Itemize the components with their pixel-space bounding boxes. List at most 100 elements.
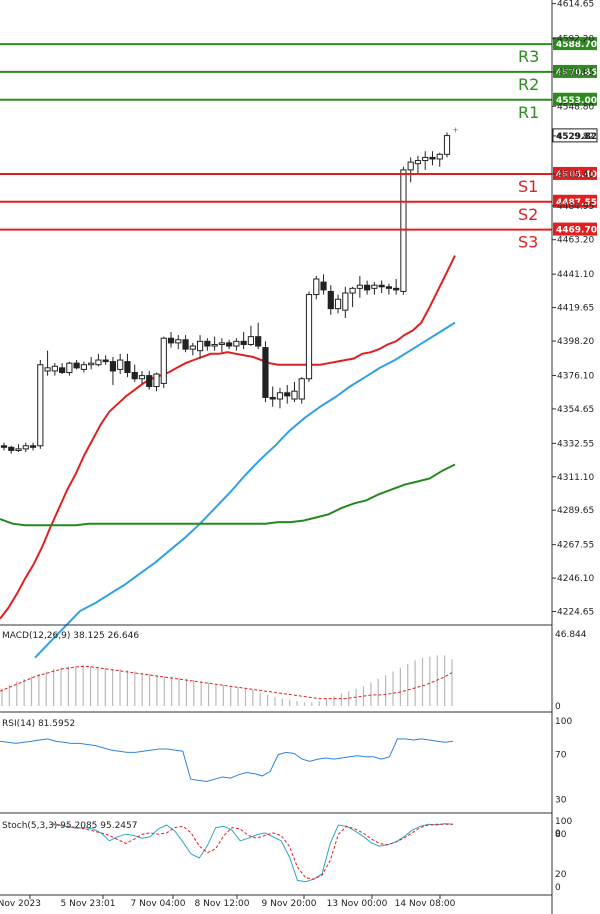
price-tick-label: 4267.55 — [557, 541, 594, 551]
level-name: R1 — [518, 103, 539, 122]
candle-body-down — [167, 337, 175, 344]
candle-body-down — [204, 340, 211, 347]
candle-body-up — [422, 156, 429, 162]
candle — [334, 294, 342, 314]
macd-label: MACD(12,26,9) 38.125 26.646 — [2, 631, 139, 641]
rsi-label: RSI(14) 81.5952 — [2, 719, 75, 729]
candle — [262, 341, 269, 403]
candle-body-up — [218, 342, 225, 345]
candle — [305, 291, 313, 382]
candle-body-up — [247, 336, 255, 345]
candle-body-down — [393, 287, 400, 291]
price-tick-label: 4246.10 — [557, 574, 594, 584]
stoch-tick-label: 100 — [555, 817, 572, 827]
level-name: R3 — [518, 47, 539, 66]
price-tick-label: 4484.95 — [557, 202, 594, 212]
candle-body-up — [95, 359, 102, 366]
candle-body-up — [342, 292, 349, 311]
candle-body-down — [182, 339, 189, 350]
price-tick-label: 4376.10 — [557, 371, 594, 381]
candle-body-up — [305, 294, 313, 380]
candle-body-down — [327, 290, 334, 310]
time-tick-label: 7 Nov 04:00 — [131, 899, 186, 909]
candle — [226, 339, 233, 350]
candle — [37, 360, 44, 449]
candle-body-down — [378, 284, 385, 288]
candle-body-down — [269, 396, 276, 400]
candle — [88, 356, 95, 370]
level-name: S2 — [518, 205, 538, 224]
price-tick-label: 4592.20 — [557, 35, 594, 45]
candle — [66, 361, 73, 376]
level-price-label: 4505.40 — [556, 170, 597, 180]
level-r2: R2 4570.85 — [0, 64, 597, 94]
candle — [175, 335, 182, 350]
candle — [167, 331, 175, 348]
level-price-tag — [553, 92, 597, 106]
price-tick-label: 4289.65 — [557, 506, 594, 516]
candle — [58, 363, 66, 375]
candle — [124, 353, 131, 378]
candle — [407, 157, 414, 183]
candle — [429, 151, 436, 166]
level-name: S1 — [518, 177, 538, 196]
price-axis: 4614.65 4592.20 4570.85 4548.80 4529.82 4505.… — [552, 0, 594, 618]
time-tick-label: 5 Nov 23:01 — [61, 899, 116, 909]
time-tick-label: 2 Nov 2023 — [0, 899, 41, 909]
candle-body-up — [356, 284, 363, 289]
candle — [284, 384, 291, 404]
candle — [44, 350, 51, 376]
candle-body-up — [313, 278, 320, 296]
candle-body-up — [15, 448, 22, 451]
candle — [356, 275, 363, 298]
candle — [436, 152, 443, 167]
candle — [422, 151, 429, 170]
candle-body-up — [22, 445, 29, 450]
candle — [255, 322, 262, 350]
candle-body-down — [364, 284, 371, 291]
price-tick-label: 4570.85 — [557, 68, 594, 78]
candle-body-up — [37, 364, 44, 447]
candle-body-down — [0, 445, 8, 448]
candle — [276, 388, 284, 409]
time-tick-label: 8 Nov 12:00 — [195, 899, 250, 909]
candle — [80, 361, 87, 373]
candle — [196, 335, 204, 359]
price-tick-label: 4505.40 — [557, 170, 594, 180]
candle — [342, 286, 349, 318]
candle — [204, 338, 211, 351]
candle-body-up — [407, 161, 414, 171]
candle — [0, 442, 8, 451]
macd-panel: MACD(12,26,9) 38.125 26.646 — [0, 631, 453, 706]
candle — [298, 377, 305, 404]
candle-body-up — [291, 390, 298, 400]
candle-body-up — [211, 343, 218, 347]
candle-body-down — [109, 361, 117, 372]
level-name: S3 — [518, 233, 538, 252]
time-axis: 2 Nov 2023 5 Nov 23:01 7 Nov 04:00 8 Nov 12… — [0, 895, 456, 909]
candle-body-down — [124, 361, 131, 374]
candle — [95, 353, 102, 367]
candle-body-up — [138, 375, 146, 380]
candle-body-up — [443, 135, 451, 155]
candle-body-down — [73, 362, 80, 369]
candlesticks: + — [0, 125, 459, 454]
time-tick-label: 13 Nov 00:00 — [327, 899, 388, 909]
rsi-tick-label: 0 — [555, 829, 561, 839]
candle — [15, 444, 22, 452]
level-price-tag — [553, 194, 597, 208]
level-price-label: 4487.55 — [556, 198, 597, 208]
moving-average-line — [0, 255, 456, 620]
candle-body-down — [131, 372, 138, 380]
candle — [182, 335, 189, 353]
pivot-levels: R3 4588.70 R2 4570.85 R1 4553.00 S1 4505.40 S2 44… — [0, 37, 598, 252]
rsi-panel: RSI(14) 81.5952 — [0, 719, 454, 783]
price-tick-label: 4419.65 — [557, 304, 594, 314]
time-tick-label: 14 Nov 08:00 — [395, 899, 456, 909]
price-tick-label: 4311.10 — [557, 473, 594, 483]
price-tick-label: 4441.10 — [557, 270, 594, 280]
level-price-label: 4588.70 — [556, 40, 597, 50]
level-price-tag — [553, 222, 597, 236]
candle-body-down — [255, 336, 262, 347]
candle-body-down — [385, 286, 393, 289]
